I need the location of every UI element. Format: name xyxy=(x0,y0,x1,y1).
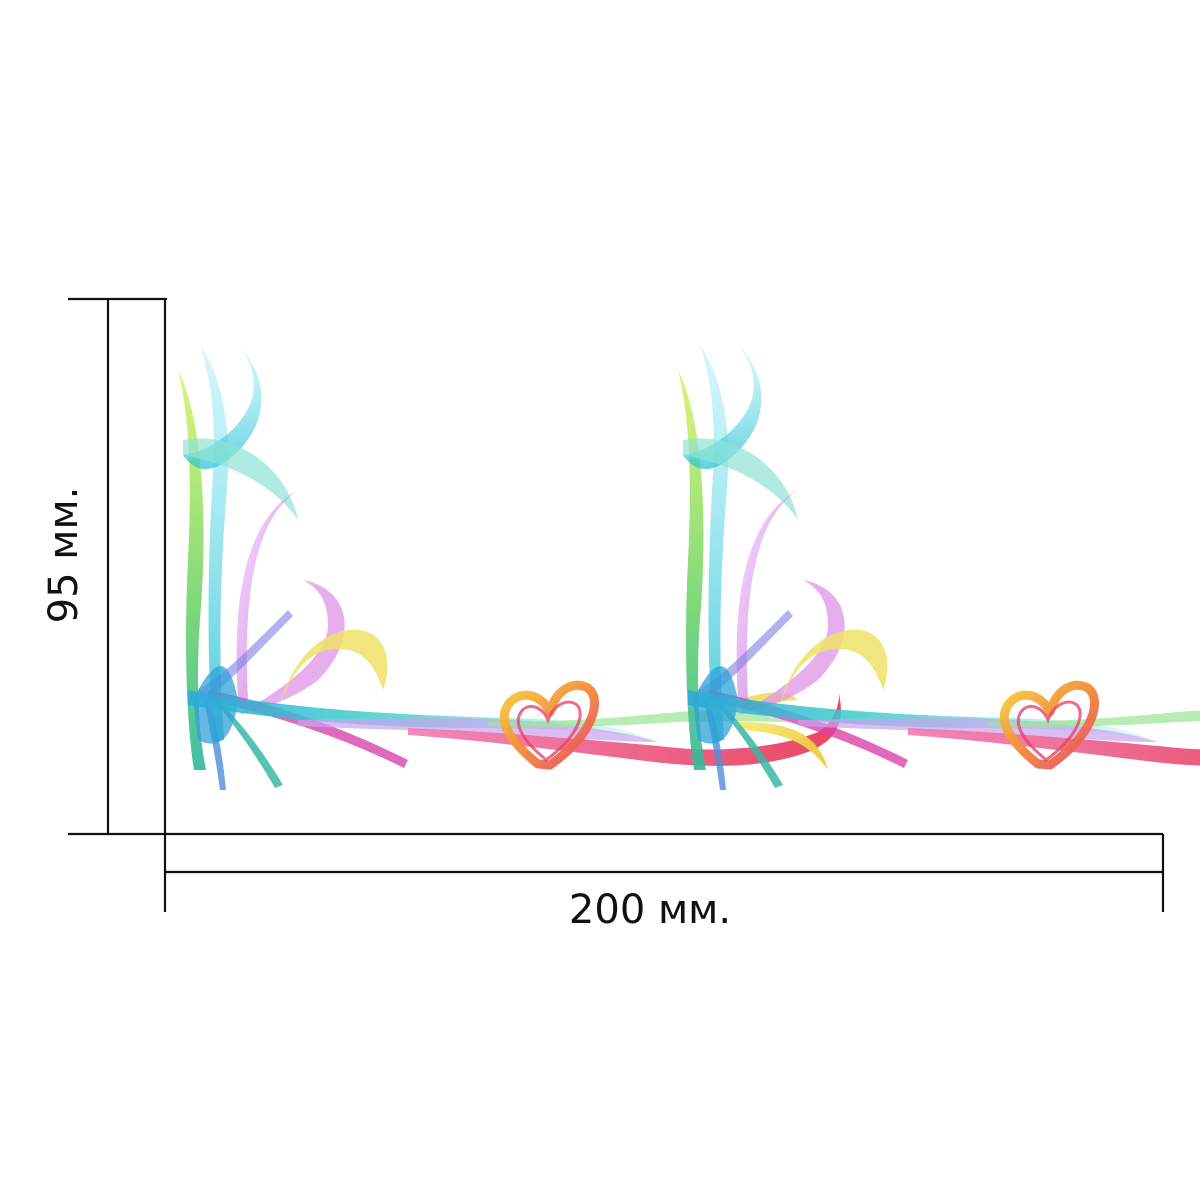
height-label: 95 мм. xyxy=(41,487,87,624)
ribbon-corner-panel-left xyxy=(178,345,841,790)
height-dimension: 95 мм. xyxy=(41,297,167,836)
width-dimension: 200 мм. xyxy=(163,832,1165,933)
width-label: 200 мм. xyxy=(569,887,731,933)
